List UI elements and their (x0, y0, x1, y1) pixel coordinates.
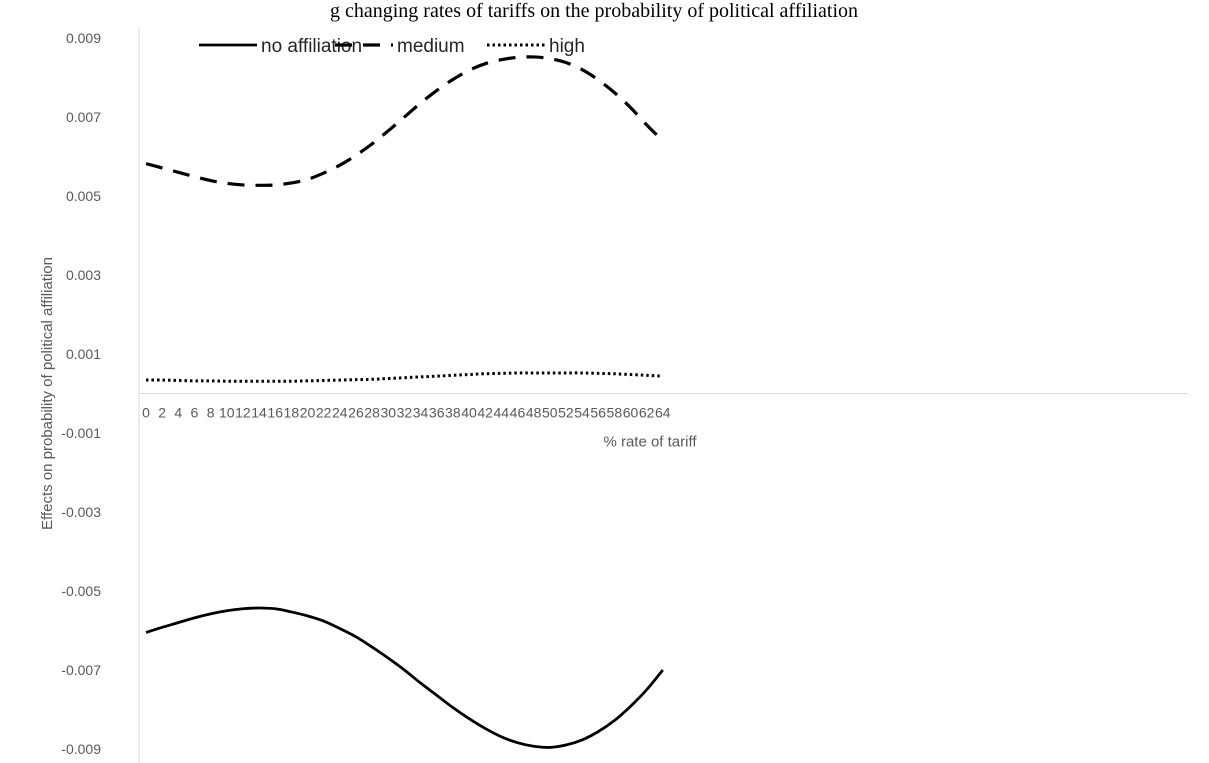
x-tick-label: 2 (158, 405, 166, 421)
x-tick-label: 12 (235, 405, 251, 421)
y-tick-label: 0.009 (66, 30, 101, 46)
y-tick-label: 0.001 (66, 346, 101, 362)
x-tick-label: 10 (219, 405, 235, 421)
legend-label: no affiliation (261, 36, 362, 57)
x-tick-label: 8 (207, 405, 215, 421)
x-tick-label: 20 (300, 405, 316, 421)
y-axis-tick-labels: 0.009 0.007 0.005 0.003 0.001 -0.001 -0.003 -0.… (61, 30, 101, 757)
y-tick-label: -0.007 (61, 662, 101, 678)
legend: no affiliation medium high (199, 36, 585, 57)
y-tick-label: -0.003 (61, 504, 101, 520)
x-tick-label: 60 (623, 405, 639, 421)
legend-label: high (549, 36, 585, 57)
x-tick-label: 32 (397, 405, 413, 421)
y-tick-label: -0.009 (61, 741, 101, 757)
x-tick-label: 42 (477, 405, 493, 421)
x-axis-title: % rate of tariff (603, 434, 697, 451)
x-tick-label: 62 (639, 405, 655, 421)
x-tick-label: 24 (332, 405, 348, 421)
x-tick-label: 52 (558, 405, 574, 421)
x-tick-label: 30 (380, 405, 396, 421)
x-tick-label: 64 (655, 405, 671, 421)
x-tick-label: 50 (542, 405, 558, 421)
x-tick-label: 56 (590, 405, 606, 421)
x-tick-label: 34 (413, 405, 429, 421)
x-axis-tick-labels: 0 2 4 6 8 10 12 14 16 18 20 22 24 26 28 30 32 34 36 38 40 42 4… (142, 405, 671, 421)
x-tick-label: 54 (574, 405, 590, 421)
y-axis-title: Effects on probability of political affi… (39, 257, 56, 530)
x-tick-label: 4 (174, 405, 182, 421)
series-line-high (145, 371, 663, 383)
y-tick-label: -0.001 (61, 425, 101, 441)
chart-caption: g changing rates of tariffs on the proba… (330, 0, 858, 22)
series-line-medium (145, 55, 664, 187)
x-tick-label: 0 (142, 405, 150, 421)
series-line-no-affiliation (145, 606, 664, 749)
x-tick-label: 36 (429, 405, 445, 421)
y-tick-label: -0.005 (61, 583, 101, 599)
x-tick-label: 18 (284, 405, 300, 421)
x-tick-label: 48 (526, 405, 542, 421)
x-tick-label: 26 (348, 405, 364, 421)
y-tick-label: 0.003 (66, 267, 101, 283)
x-tick-label: 6 (191, 405, 199, 421)
x-tick-label: 16 (267, 405, 283, 421)
series-layer (145, 55, 664, 749)
y-tick-label: 0.007 (66, 109, 101, 125)
y-tick-label: 0.005 (66, 188, 101, 204)
x-tick-label: 40 (461, 405, 477, 421)
x-tick-label: 58 (607, 405, 623, 421)
x-tick-label: 28 (364, 405, 380, 421)
x-tick-label: 22 (316, 405, 332, 421)
x-tick-label: 38 (445, 405, 461, 421)
x-tick-label: 46 (510, 405, 526, 421)
x-tick-label: 14 (251, 405, 267, 421)
legend-label: medium (397, 36, 465, 57)
x-tick-label: 44 (494, 405, 510, 421)
